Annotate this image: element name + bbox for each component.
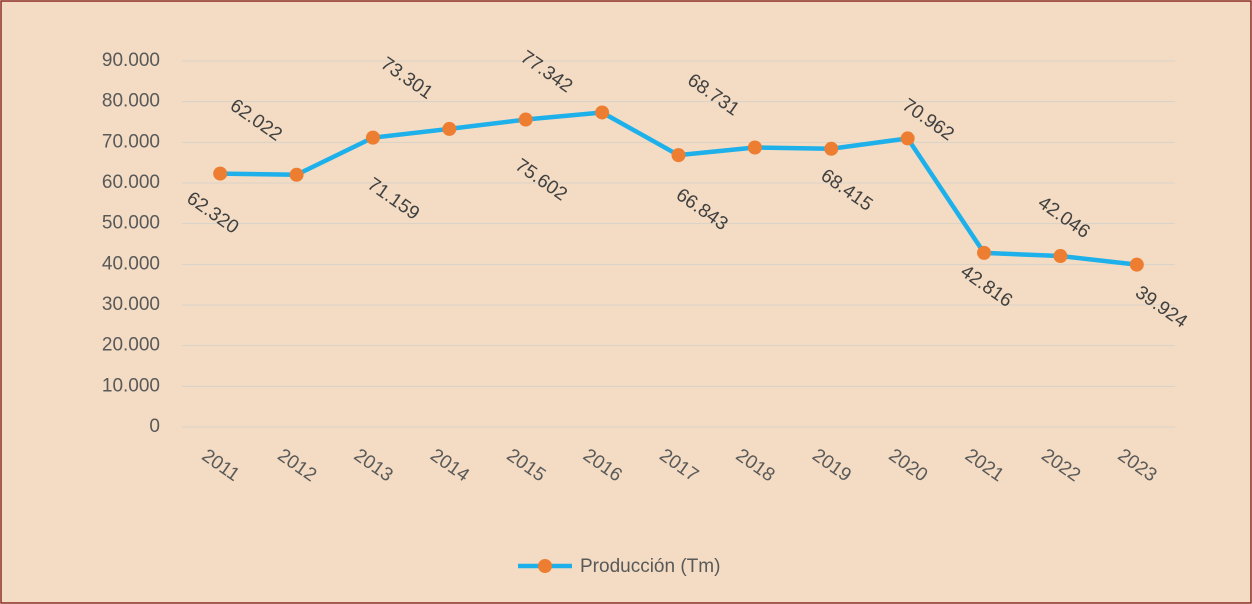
y-tick-label: 30.000: [102, 294, 160, 315]
marker: [213, 166, 228, 181]
marker: [518, 112, 533, 127]
y-tick-label: 70.000: [102, 131, 160, 152]
legend-marker: [538, 559, 552, 573]
marker: [977, 245, 992, 260]
marker: [595, 105, 610, 120]
y-tick-label: 60.000: [102, 172, 160, 193]
y-tick-label: 10.000: [102, 375, 160, 396]
marker: [900, 131, 915, 146]
legend-label: Producción (Tm): [580, 556, 720, 577]
marker: [289, 167, 304, 182]
y-tick-label: 40.000: [102, 253, 160, 274]
marker: [671, 148, 686, 163]
marker: [1129, 257, 1144, 272]
marker: [365, 130, 380, 145]
marker: [824, 141, 839, 156]
y-tick-label: 80.000: [102, 91, 160, 112]
marker: [747, 140, 762, 155]
y-tick-label: 20.000: [102, 335, 160, 356]
y-tick-label: 90.000: [102, 50, 160, 71]
y-tick-label: 50.000: [102, 213, 160, 234]
marker: [442, 121, 457, 136]
marker: [1053, 249, 1068, 264]
y-tick-label: 0: [149, 416, 160, 437]
